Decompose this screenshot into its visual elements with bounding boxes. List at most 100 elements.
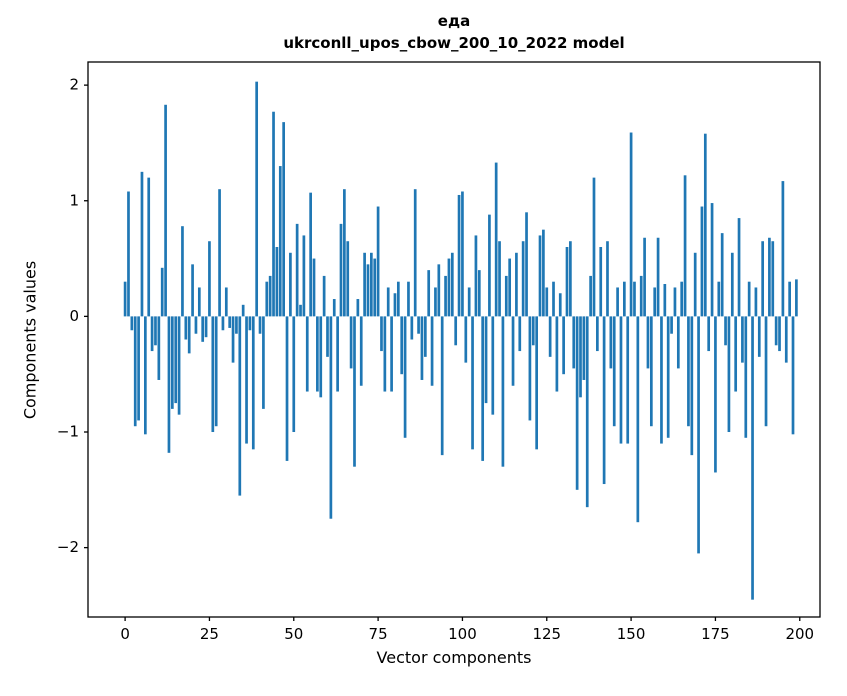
bar (531, 316, 535, 346)
bar (289, 252, 292, 317)
bar (788, 281, 791, 317)
bar (390, 316, 393, 392)
bar (569, 241, 572, 317)
bar (730, 252, 734, 317)
bar (157, 316, 161, 380)
bar (464, 316, 468, 363)
bar (184, 316, 188, 340)
bar (309, 192, 312, 317)
bar (312, 258, 316, 317)
bar (194, 316, 198, 334)
bar (150, 316, 154, 352)
bar (339, 223, 343, 317)
bar (501, 316, 505, 467)
bar (795, 279, 798, 317)
y-tick-label: 1 (69, 191, 79, 209)
bar (181, 226, 184, 317)
bar (413, 189, 417, 317)
bar (565, 247, 569, 317)
bar (700, 206, 704, 317)
bar (511, 316, 515, 386)
bar (754, 287, 758, 317)
bar (477, 270, 481, 317)
y-tick-label: −1 (57, 423, 79, 441)
bar (670, 316, 673, 334)
bar (251, 316, 255, 450)
bar (572, 316, 576, 369)
bar (326, 316, 329, 357)
bar (130, 316, 134, 331)
bar (214, 316, 218, 427)
bar (444, 275, 447, 317)
bar (548, 316, 552, 357)
y-tick-label: 2 (69, 76, 79, 94)
bar (332, 299, 336, 317)
bar (791, 316, 795, 435)
bar (268, 275, 272, 317)
bar (353, 316, 356, 467)
bar (710, 203, 714, 317)
bar (211, 316, 215, 433)
bar (676, 316, 680, 369)
x-tick-label: 50 (284, 625, 303, 643)
bar (714, 316, 717, 473)
bar (164, 104, 167, 317)
bar (133, 316, 137, 427)
y-tick-label: 0 (69, 307, 79, 325)
bar (430, 316, 434, 386)
bar (599, 247, 603, 317)
bar (491, 316, 495, 415)
bar (370, 252, 373, 317)
bar (275, 247, 279, 317)
bar (663, 284, 667, 317)
bar (407, 281, 410, 317)
bar (447, 258, 451, 317)
bar (302, 235, 306, 317)
bar (504, 275, 508, 317)
bar (538, 235, 542, 317)
bar (660, 316, 663, 444)
bar (474, 235, 478, 317)
bar (484, 316, 488, 404)
bar (440, 316, 444, 456)
bar (494, 162, 498, 317)
bar (123, 281, 127, 317)
bar (218, 189, 221, 317)
bar (396, 281, 400, 317)
bar (656, 237, 660, 317)
bar (518, 316, 522, 352)
bar (596, 316, 599, 352)
bar (508, 258, 512, 317)
bar (616, 287, 619, 317)
bar (187, 316, 191, 354)
chart-subtitle: ukrconll_upos_cbow_200_10_2022 model (283, 34, 625, 52)
bar (707, 316, 711, 352)
bar (673, 287, 677, 317)
bar (774, 316, 778, 346)
bar (683, 175, 687, 317)
bar (623, 281, 626, 317)
bar (457, 194, 461, 317)
bar (255, 81, 259, 317)
bar (450, 252, 454, 317)
axes-frame (87, 61, 821, 618)
bar (653, 287, 657, 317)
bar (454, 316, 458, 346)
bar (619, 316, 623, 444)
bar (461, 191, 464, 317)
bar (241, 304, 245, 317)
bar (386, 287, 390, 317)
bar (687, 316, 690, 427)
bar (636, 316, 640, 523)
bar (295, 223, 299, 317)
x-tick-label: 175 (701, 625, 730, 643)
bar (592, 177, 596, 317)
bar (552, 281, 555, 317)
bar (768, 237, 771, 317)
bar (197, 287, 201, 317)
x-tick-label: 125 (532, 625, 561, 643)
bar (778, 316, 781, 352)
bar (727, 316, 731, 433)
bar (305, 316, 309, 392)
